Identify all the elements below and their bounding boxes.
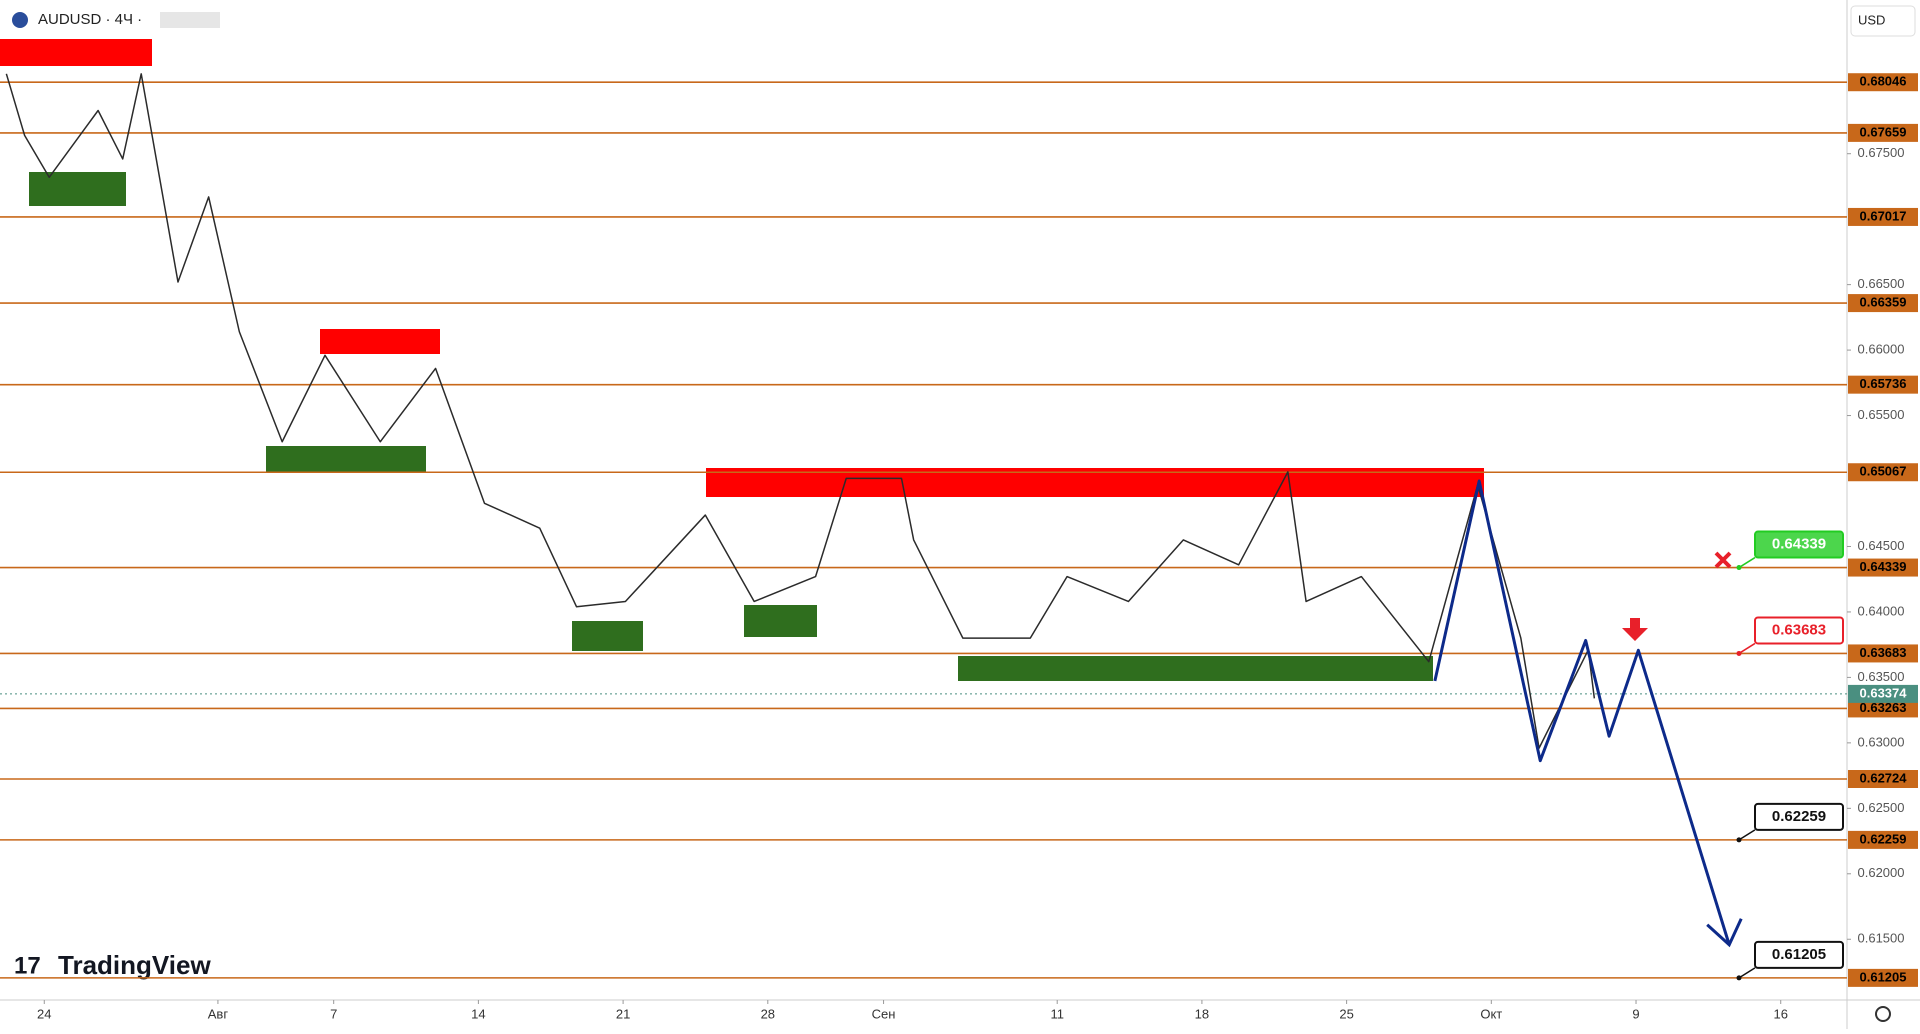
settings-icon[interactable] [1875,1006,1891,1022]
symbol-icon [12,12,28,28]
price-axis [1847,0,1920,1029]
level-label: 0.63263 [1860,700,1907,715]
level-label-box [1848,558,1918,577]
supply-zone [320,329,440,354]
callout-dot [1736,650,1742,656]
x-tick-label: Сен [872,1006,896,1021]
y-tick-label: 0.67500 [1858,145,1905,160]
level-label: 0.65067 [1860,464,1907,479]
level-label: 0.63683 [1860,645,1907,660]
current-price-box [1848,684,1918,703]
brand-logo: 17 [14,952,41,979]
level-label-box [1848,830,1918,849]
callout-box [1754,802,1844,831]
demand-zone [958,656,1433,681]
callout-dot [1736,565,1742,571]
projection-arrowhead [1706,918,1743,948]
level-label-box [1848,207,1918,226]
y-tick-label: 0.63000 [1858,734,1905,749]
demand-zone [744,605,817,637]
x-tick-label: 7 [330,1006,337,1021]
y-tick-label: 0.62000 [1858,865,1905,880]
sell-arrow [1622,618,1648,641]
callout-pointer [1738,556,1756,569]
x-tick-label: 14 [471,1006,485,1021]
level-label: 0.61205 [1860,969,1907,984]
callout-dot [1736,837,1742,843]
y-tick-label: 0.64500 [1858,538,1905,553]
callout-pointer [1738,829,1756,841]
projection-line [1433,479,1731,946]
level-label-box [1848,644,1918,663]
level-label-box [1848,463,1918,482]
callout-label: 0.63683 [1772,621,1826,638]
level-label-box [1848,769,1918,788]
demand-zone [572,621,643,651]
y-tick-label: 0.66500 [1858,276,1905,291]
level-label-box [1848,375,1918,394]
price-line [5,73,1596,749]
brand: TradingView [58,950,211,980]
chart-title: AUDUSD · 4Ч · [38,11,142,28]
level-label: 0.68046 [1860,74,1907,89]
callout-box [1754,616,1844,645]
callout-box [1754,530,1844,559]
level-label-box [1848,968,1918,987]
callout-label: 0.61205 [1772,946,1826,963]
blurred-text [160,12,220,28]
x-tick-label: 25 [1339,1006,1353,1021]
y-tick-label: 0.61500 [1858,931,1905,946]
y-tick-label: 0.66000 [1858,342,1905,357]
level-label: 0.62724 [1860,770,1908,785]
level-label-box [1848,699,1918,718]
x-tick-label: 11 [1050,1006,1064,1021]
level-label: 0.62259 [1860,831,1907,846]
y-tick-label: 0.63500 [1858,669,1905,684]
y-tick-label: 0.65500 [1858,407,1905,422]
x-tick-label: Авг [208,1006,229,1021]
y-tick-label: 0.62500 [1858,800,1905,815]
x-tick-label: 21 [616,1006,630,1021]
demand-zone [29,172,126,206]
x-tick-label: 9 [1632,1006,1639,1021]
callout-dot [1736,975,1742,981]
level-label: 0.64339 [1860,559,1907,574]
supply-zone [0,39,152,66]
demand-zone [266,446,426,472]
currency-button[interactable] [1850,5,1916,37]
callout-label: 0.64339 [1772,536,1826,553]
x-tick-label: 16 [1773,1006,1787,1021]
x-tick-label: 24 [37,1006,51,1021]
current-price-label: 0.63374 [1860,685,1908,700]
level-label-box [1848,294,1918,313]
level-label-box [1848,73,1918,92]
callout-box [1754,940,1844,969]
callout-label: 0.62259 [1772,808,1826,825]
level-label: 0.67017 [1860,208,1907,223]
level-label: 0.65736 [1860,376,1907,391]
y-tick-label: 0.64000 [1858,603,1905,618]
currency-label: USD [1858,12,1885,27]
x-tick-label: 18 [1195,1006,1209,1021]
callout-pointer [1738,642,1756,655]
x-tick-label: Окт [1480,1006,1502,1021]
callout-pointer [1738,967,1756,979]
cancel-marker [1714,551,1732,569]
level-label: 0.67659 [1860,124,1907,139]
level-label: 0.66359 [1860,295,1907,310]
level-label-box [1848,123,1918,142]
x-tick-label: 28 [761,1006,775,1021]
